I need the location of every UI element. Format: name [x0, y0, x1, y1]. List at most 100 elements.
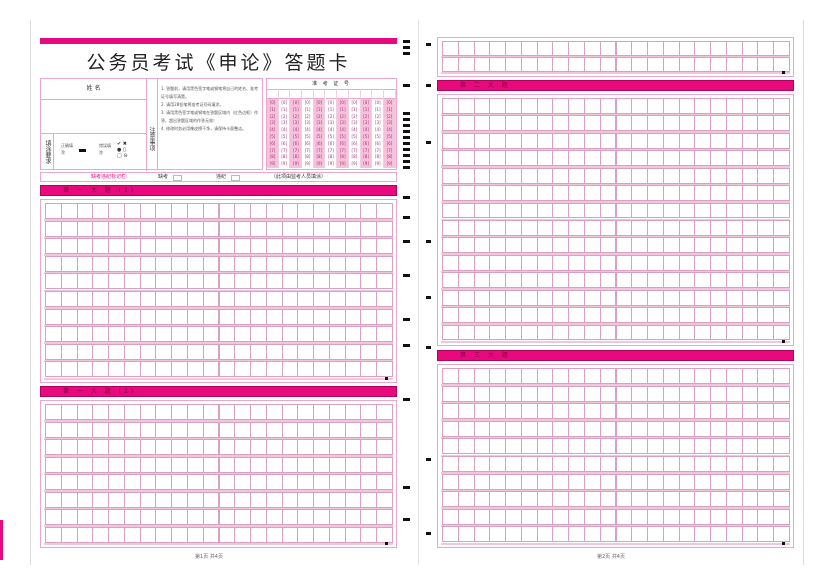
- grid-cell[interactable]: [552, 368, 570, 385]
- grid-cell[interactable]: [473, 473, 491, 490]
- grid-cell[interactable]: [599, 272, 617, 289]
- grid-cell[interactable]: [473, 237, 491, 254]
- grid-cell[interactable]: [552, 473, 570, 490]
- grid-cell[interactable]: [678, 220, 696, 236]
- grid-cell[interactable]: [710, 289, 727, 306]
- grid-cell[interactable]: [615, 98, 633, 114]
- digit-bubble[interactable]: [5]: [304, 134, 311, 139]
- grid-cell[interactable]: [599, 526, 617, 543]
- grid-cell[interactable]: [710, 167, 727, 184]
- grid-cell[interactable]: [710, 508, 727, 525]
- grid-cell[interactable]: [662, 57, 680, 72]
- grid-cell[interactable]: [552, 456, 570, 473]
- grid-cell[interactable]: [773, 456, 790, 473]
- grid-cell[interactable]: [297, 238, 315, 255]
- digit-bubble[interactable]: [8]: [304, 154, 311, 160]
- grid-cell[interactable]: [647, 57, 664, 72]
- grid-cell[interactable]: [76, 308, 94, 325]
- grid-cell[interactable]: [250, 456, 267, 473]
- grid-cell[interactable]: [45, 439, 62, 455]
- grid-cell[interactable]: [171, 404, 188, 420]
- grid-cell[interactable]: [647, 167, 664, 184]
- grid-cell[interactable]: [662, 41, 680, 56]
- grid-cell[interactable]: [536, 272, 554, 289]
- grid-cell[interactable]: [344, 343, 362, 360]
- grid-cell[interactable]: [442, 420, 459, 437]
- grid-cell[interactable]: [647, 491, 664, 508]
- digit-bubble[interactable]: [4]: [339, 127, 346, 133]
- grid-cell[interactable]: [647, 237, 664, 254]
- grid-cell[interactable]: [155, 203, 173, 220]
- grid-cell[interactable]: [328, 343, 346, 360]
- grid-cell[interactable]: [662, 324, 680, 341]
- grid-cell[interactable]: [473, 491, 491, 508]
- grid-cell[interactable]: [505, 185, 522, 202]
- exam-number-column[interactable]: [0] [1] [2] [3] [4] [5] [6] [7] [8] [9]: [313, 89, 326, 168]
- digit-bubble[interactable]: [3]: [351, 120, 358, 126]
- digit-bubble[interactable]: [2]: [374, 113, 381, 119]
- grid-cell[interactable]: [757, 491, 775, 508]
- grid-cell[interactable]: [678, 420, 696, 437]
- grid-cell[interactable]: [568, 254, 585, 271]
- grid-cell[interactable]: [520, 132, 538, 149]
- grid-cell[interactable]: [123, 343, 141, 360]
- grid-cell[interactable]: [678, 403, 696, 420]
- grid-cell[interactable]: [328, 238, 346, 255]
- grid-cell[interactable]: [631, 115, 649, 132]
- grid-cell[interactable]: [108, 439, 125, 455]
- grid-cell[interactable]: [757, 473, 775, 490]
- grid-cell[interactable]: [171, 255, 188, 272]
- grid-cell[interactable]: [360, 439, 378, 455]
- grid-cell[interactable]: [505, 57, 522, 72]
- grid-cell[interactable]: [568, 57, 585, 72]
- grid-cell[interactable]: [552, 289, 570, 306]
- grid-cell[interactable]: [457, 202, 475, 219]
- grid-cell[interactable]: [250, 220, 267, 237]
- grid-cell[interactable]: [202, 439, 220, 455]
- digit-bubble[interactable]: [8]: [363, 154, 369, 160]
- grid-cell[interactable]: [599, 132, 617, 149]
- grid-cell[interactable]: [536, 368, 554, 385]
- grid-cell[interactable]: [741, 150, 759, 167]
- grid-cell[interactable]: [218, 421, 236, 438]
- grid-cell[interactable]: [583, 438, 601, 455]
- grid-cell[interactable]: [376, 526, 393, 543]
- grid-cell[interactable]: [473, 272, 491, 289]
- grid-cell[interactable]: [647, 438, 664, 455]
- grid-cell[interactable]: [45, 255, 62, 272]
- grid-cell[interactable]: [725, 150, 743, 167]
- digit-bubble[interactable]: [4]: [351, 127, 358, 133]
- digit-bubble[interactable]: [5]: [281, 134, 288, 139]
- grid-cell[interactable]: [552, 272, 570, 289]
- grid-cell[interactable]: [360, 273, 378, 290]
- grid-cell[interactable]: [442, 438, 459, 455]
- grid-cell[interactable]: [505, 438, 522, 455]
- grid-cell[interactable]: [536, 167, 554, 184]
- grid-cell[interactable]: [265, 491, 283, 508]
- grid-cell[interactable]: [725, 220, 743, 236]
- grid-cell[interactable]: [631, 508, 649, 525]
- grid-cell[interactable]: [186, 526, 204, 543]
- grid-cell[interactable]: [92, 273, 110, 290]
- grid-cell[interactable]: [710, 368, 727, 385]
- grid-cell[interactable]: [773, 491, 790, 508]
- grid-cell[interactable]: [376, 474, 393, 490]
- grid-cell[interactable]: [725, 368, 743, 385]
- grid-cell[interactable]: [520, 220, 538, 236]
- grid-cell[interactable]: [520, 167, 538, 184]
- grid-cell[interactable]: [694, 41, 712, 56]
- grid-cell[interactable]: [489, 202, 507, 219]
- grid-cell[interactable]: [473, 289, 491, 306]
- grid-cell[interactable]: [376, 291, 393, 308]
- digit-bubble[interactable]: [6]: [293, 140, 299, 146]
- grid-cell[interactable]: [725, 420, 743, 437]
- digit-bubble[interactable]: [6]: [386, 140, 393, 146]
- grid-cell[interactable]: [473, 41, 491, 56]
- grid-cell[interactable]: [710, 202, 727, 219]
- grid-cell[interactable]: [250, 273, 267, 290]
- exam-number-column[interactable]: [0] [1] [2] [3] [4] [5] [6] [7] [8] [9]: [348, 89, 361, 168]
- grid-cell[interactable]: [442, 98, 459, 114]
- grid-cell[interactable]: [615, 324, 633, 341]
- grid-cell[interactable]: [155, 439, 173, 455]
- grid-cell[interactable]: [92, 456, 110, 473]
